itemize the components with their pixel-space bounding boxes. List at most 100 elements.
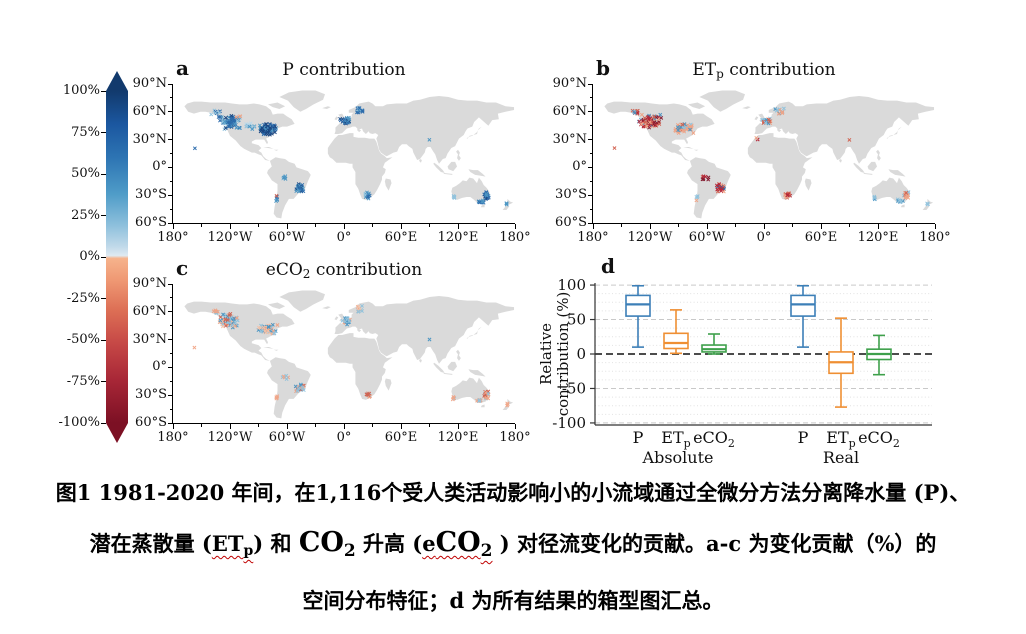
map-svg-c	[184, 290, 515, 419]
lon-tick-label: 0°	[336, 430, 352, 445]
lat-tick-mark	[168, 394, 173, 396]
lon-tick-mark	[706, 224, 708, 229]
world-basemap	[184, 90, 515, 219]
map-title-text: eCO	[265, 260, 303, 280]
colorbar-tick-mark	[101, 298, 106, 299]
group-label: Absolute	[642, 448, 714, 467]
colorbar-tick-label: 75%	[71, 124, 100, 140]
lon-minor-tick	[258, 224, 259, 227]
lon-minor-tick	[735, 224, 736, 227]
lon-tick-mark	[763, 224, 765, 229]
lon-tick-mark	[514, 224, 516, 229]
lon-tick-mark	[457, 224, 459, 229]
lon-tick-label: 120°E	[437, 430, 479, 445]
x-tick-label: P	[633, 428, 644, 447]
world-basemap	[604, 90, 935, 219]
lat-tick-mark	[168, 83, 173, 85]
colorbar-tick-mark	[101, 381, 106, 382]
map-bottom-spine	[172, 223, 515, 224]
lon-tick-mark	[934, 224, 936, 229]
lon-tick-mark	[172, 424, 174, 429]
lat-tick-label: 30°S	[135, 387, 167, 403]
lon-tick-mark	[592, 224, 594, 229]
lon-minor-tick	[486, 424, 487, 427]
colorbar-arrow-up-icon	[106, 71, 128, 91]
lon-tick-label: 0°	[756, 230, 772, 245]
lon-tick-label: 180°	[577, 230, 609, 245]
caption-text: ) 对径流变化的贡献。a-c 为变化贡献（%）的	[492, 531, 937, 556]
lon-tick-label: 120°W	[627, 230, 673, 245]
lat-tick-label: 60°S	[135, 415, 167, 430]
map-svg-a	[184, 90, 515, 219]
colorbar-tick-mark	[101, 215, 106, 216]
lat-tick-label: 60°S	[555, 215, 587, 230]
map-left-spine	[592, 84, 593, 224]
lon-tick-label: 60°E	[384, 430, 418, 445]
y-tick-label: -50	[562, 379, 586, 397]
lat-tick-mark	[168, 366, 173, 368]
lon-tick-mark	[514, 424, 516, 429]
lon-minor-tick	[315, 424, 316, 427]
lat-minor-tick	[170, 353, 173, 354]
lat-minor-tick	[590, 97, 593, 99]
lat-tick-mark	[168, 339, 173, 341]
y-tick-label: 100	[557, 276, 586, 294]
caption-line-3: 空间分布特征；d 为所有结果的箱型图汇总。	[0, 576, 1026, 626]
lat-tick-mark	[588, 166, 593, 168]
lon-tick-mark	[172, 224, 174, 229]
lat-tick-mark	[588, 222, 593, 224]
caption-text: 2	[343, 541, 356, 561]
lon-tick-mark	[286, 224, 288, 229]
map-bottom-spine	[172, 423, 515, 424]
lon-tick-mark	[343, 424, 345, 429]
lat-tick-label: 90°N	[552, 76, 587, 91]
lon-tick-label: 60°W	[688, 230, 726, 245]
map-svg-b	[604, 90, 935, 219]
lon-minor-tick	[372, 424, 373, 427]
lon-tick-label: 120°W	[207, 230, 253, 245]
lat-minor-tick	[590, 125, 593, 127]
map-title-text: contribution	[723, 60, 836, 80]
x-tick-label: eCO2	[693, 428, 735, 450]
lat-tick-label: 60°S	[135, 215, 167, 230]
caption-text: 空间分布特征；d 为所有结果的箱型图汇总。	[302, 588, 724, 613]
colorbar-tick-mark	[101, 173, 106, 175]
lon-minor-tick	[906, 224, 907, 227]
lat-minor-tick	[170, 180, 173, 182]
caption-text: p	[243, 543, 254, 559]
colorbar-tick-label: -25%	[66, 290, 100, 306]
caption-text: 图1 1981-2020 年间，在1,116个受人类活动影响小的小流域通过全微分…	[55, 480, 971, 505]
lat-tick-mark	[168, 194, 173, 196]
colorbar-tick-label: -50%	[66, 332, 100, 347]
lat-tick-label: 30°N	[132, 131, 167, 147]
lat-tick-label: 0°	[572, 159, 587, 175]
lat-tick-mark	[588, 194, 593, 196]
box	[625, 294, 651, 317]
lon-minor-tick	[849, 224, 850, 227]
lat-minor-tick	[170, 125, 173, 127]
colorbar-tick-label: -100%	[58, 415, 100, 430]
lon-tick-mark	[400, 424, 402, 429]
lat-tick-label: 90°N	[132, 276, 167, 291]
scatter-markers-a	[192, 106, 509, 207]
map-title-a: P contribution	[173, 60, 515, 80]
x-tick-label: eCO2	[858, 428, 900, 450]
lon-tick-mark	[286, 424, 288, 429]
caption-text: CO	[298, 527, 344, 558]
box	[663, 332, 689, 350]
lat-tick-label: 30°S	[135, 187, 167, 203]
figure-caption: 图1 1981-2020 年间，在1,116个受人类活动影响小的小流域通过全微分…	[0, 468, 1026, 626]
y-tick-label: 50	[567, 311, 586, 329]
lon-minor-tick	[792, 224, 793, 227]
lat-minor-tick	[170, 408, 173, 410]
lon-tick-label: 0°	[336, 230, 352, 245]
lat-tick-label: 30°S	[555, 187, 587, 203]
lon-tick-label: 180°	[499, 230, 531, 245]
lon-tick-mark	[877, 224, 879, 229]
colorbar-tick-mark	[101, 132, 106, 133]
lon-minor-tick	[429, 224, 430, 227]
caption-text: e	[422, 531, 436, 556]
panel-letter-a: a	[176, 56, 189, 80]
map-title-text: ET	[692, 60, 717, 80]
lon-tick-label: 180°	[157, 430, 189, 445]
